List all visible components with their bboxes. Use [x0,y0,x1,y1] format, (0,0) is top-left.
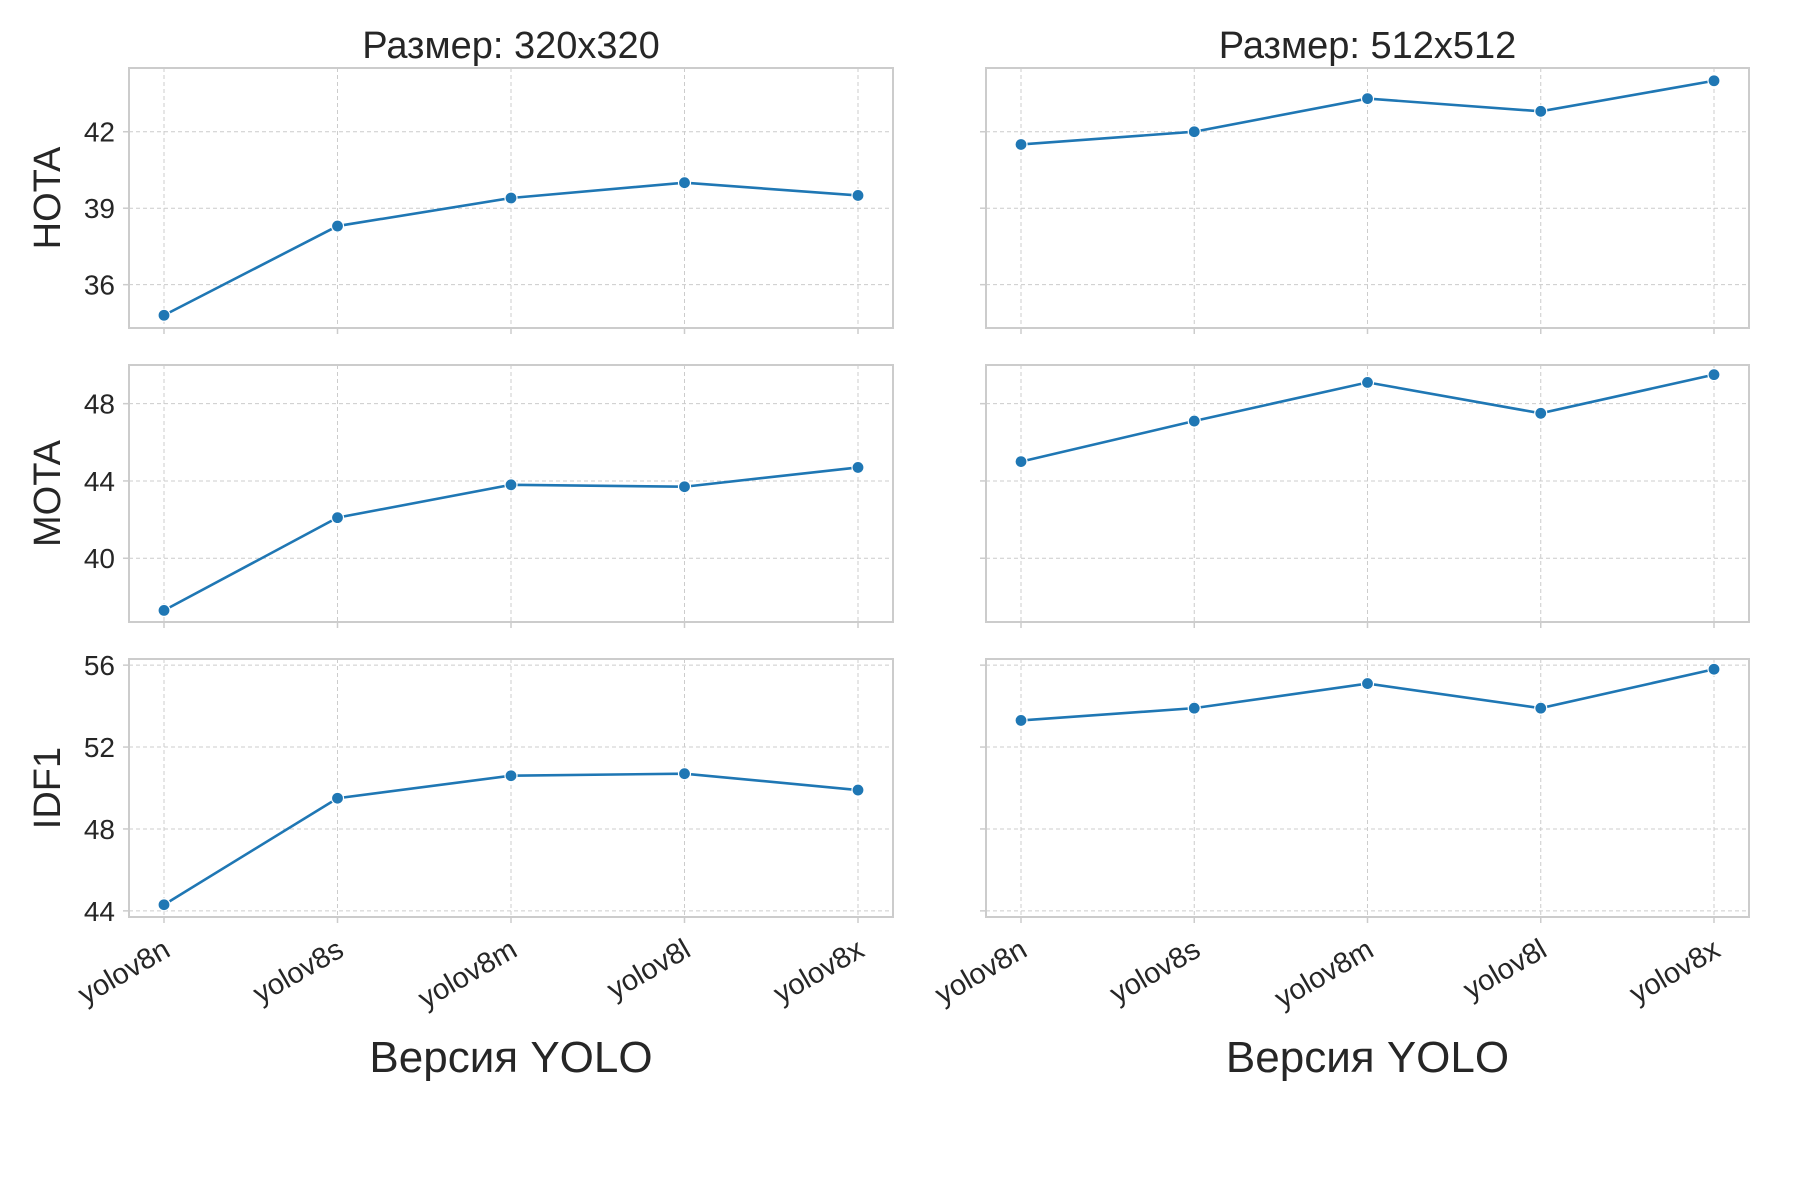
x-tick-label: yolov8l [602,933,696,1006]
data-point [504,769,518,783]
data-point [1534,104,1548,118]
y-tick-label: 36 [84,270,115,301]
data-point [1707,74,1721,88]
data-point [1360,676,1375,691]
data-point [851,460,865,475]
data-point [851,188,865,203]
data-point [1707,662,1721,676]
data-point [1014,455,1028,469]
x-axis-label: Версия YOLO [369,1033,652,1082]
y-tick-label: 44 [84,896,115,927]
data-point [1187,414,1201,428]
data-point [1360,91,1375,106]
data-point [851,783,865,797]
data-point [1534,406,1548,420]
data-point [157,898,171,912]
x-tick-label: yolov8n [930,933,1033,1011]
y-axis-label: HOTA [27,146,69,249]
data-point [1014,713,1028,728]
y-tick-label: 52 [84,732,115,763]
data-point [677,480,692,494]
x-tick-label: yolov8l [1458,933,1552,1006]
x-tick-label: yolov8m [1269,933,1379,1015]
data-point [504,478,518,492]
data-point [330,219,345,233]
data-point [677,176,692,190]
data-point [1707,368,1721,382]
data-point [1014,137,1028,152]
y-tick-label: 44 [84,466,115,497]
y-tick-label: 42 [84,117,115,148]
y-tick-label: 40 [84,543,115,574]
x-tick-label: yolov8n [73,933,176,1011]
data-point [1187,701,1201,715]
panel-title: Размер: 320x320 [362,25,660,67]
data-point [157,603,171,618]
y-axis-label: IDF1 [27,747,69,829]
panel-title: Размер: 512x512 [1219,25,1517,67]
y-tick-label: 56 [84,650,115,681]
x-tick-label: yolov8s [248,933,349,1010]
data-point [1187,125,1201,139]
data-point [330,511,345,525]
x-tick-label: yolov8s [1105,933,1206,1010]
data-point [1360,375,1375,389]
data-point [1534,701,1548,715]
x-tick-label: yolov8m [413,933,523,1015]
y-tick-label: 48 [84,814,115,845]
x-axis-label: Версия YOLO [1226,1033,1509,1082]
data-point [504,191,518,205]
y-tick-label: 39 [84,193,115,224]
data-point [330,791,345,805]
y-tick-label: 48 [84,389,115,420]
y-axis-label: MOTA [27,439,69,547]
x-tick-label: yolov8x [1624,933,1726,1010]
x-tick-label: yolov8x [768,933,870,1010]
data-point [677,767,692,781]
data-point [157,308,171,322]
